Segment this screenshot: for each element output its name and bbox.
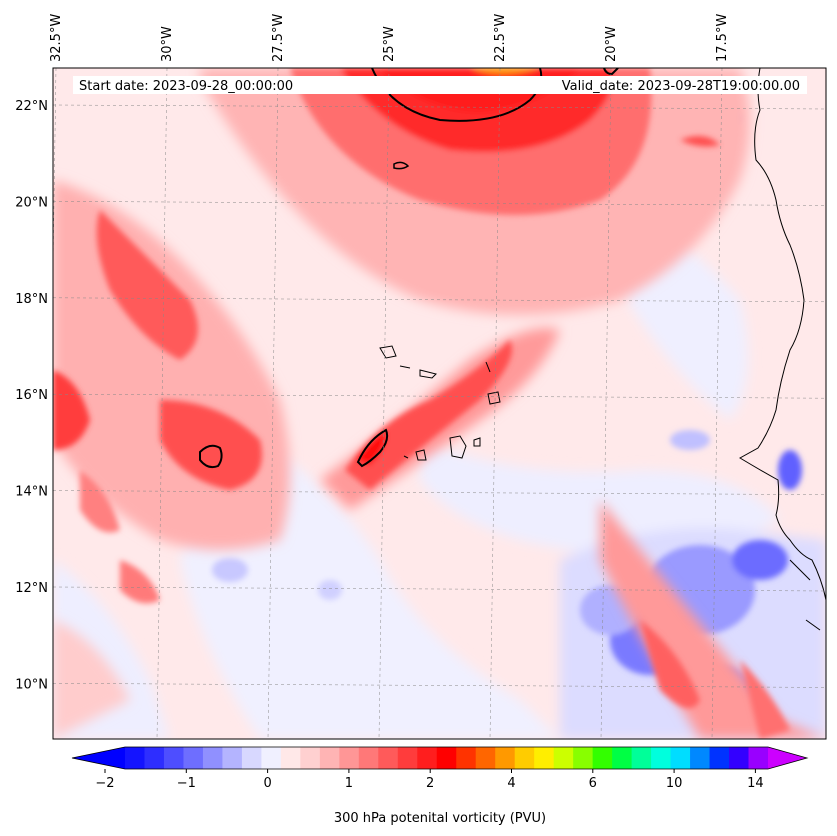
island-santiago [449,435,467,459]
colorbar-swatch [202,747,223,769]
colorbar-swatch [183,747,204,769]
colorbar-swatch [748,747,769,769]
colorbar-tick-label: 4 [507,776,515,791]
colorbar-swatch [729,747,750,769]
latitude-label: 14°N [15,485,48,500]
meridian-line [378,68,390,739]
latitude-label: 22°N [15,99,48,114]
colorbar-swatch [573,747,594,769]
island-maio [473,437,481,447]
latitude-label: 12°N [15,581,48,596]
colorbar-label: 300 hPa potenital vorticity (PVU) [334,811,546,826]
island-fogo [415,449,427,461]
map-frame [52,67,827,740]
island-sal [485,361,491,373]
colorbar-swatch [495,747,516,769]
meridian-line [600,68,612,739]
colorbar-swatch [378,747,399,769]
colorbar-swatch [144,747,165,769]
longitude-labels: 32.5°W 30°W 27.5°W 25°W 22.5°W 20°W 17.5°W [49,14,730,62]
parallel-line [53,104,826,110]
colorbar-swatch [163,747,184,769]
colorbar [71,746,809,770]
latitude-label: 18°N [15,292,48,307]
colorbar-swatch [690,747,711,769]
parallel-line [53,297,826,303]
colorbar-swatch [631,747,652,769]
colorbar-swatch [358,747,379,769]
valid-date-label: Valid_date: 2023-09-28T19:00:00.00 [562,79,800,94]
longitude-label: 25°W [382,26,397,62]
longitude-label: 27.5°W [271,14,286,62]
colorbar-tick-label: 6 [589,776,597,791]
parallel-line [53,201,826,206]
latitude-labels: 22°N 20°N 18°N 16°N 14°N 12°N 10°N [15,99,48,692]
longitude-label: 20°W [604,26,619,62]
parallel-line [53,393,826,399]
colorbar-swatch [475,747,496,769]
colorbar-swatch [222,747,243,769]
island-boa-vista [487,391,501,405]
colorbar-swatch [651,747,672,769]
longitude-label: 17.5°W [715,14,730,62]
colorbar-tick-label: 1 [345,776,353,791]
longitude-label: 32.5°W [49,14,64,62]
colorbar-outline [71,746,809,770]
parallel-line [53,586,826,592]
colorbar-swatch [592,747,613,769]
colorbar-swatch [709,747,730,769]
meridian-line [489,68,501,739]
meridian-line [267,68,279,739]
colorbar-swatch [612,747,633,769]
colorbar-swatch [319,747,340,769]
colorbar-tick-label: 10 [666,776,683,791]
header-box [73,76,807,94]
colorbar-low-extension [72,747,125,769]
colorbar-swatch [417,747,438,769]
parallel-line [53,683,826,688]
colorbar-tick-label: −2 [95,776,114,791]
colorbar-swatch [300,747,321,769]
island-sao-vicente [399,365,437,379]
meridian-line [156,68,168,739]
colorbar-swatch [280,747,301,769]
island-santo-antao [379,345,397,359]
meridian-line [711,68,723,739]
colorbar-high-extension [768,747,807,769]
graticule [53,68,826,739]
colorbar-tick-label: 0 [263,776,271,791]
colorbar-swatch [514,747,535,769]
colorbar-swatch [553,747,574,769]
colorbar-swatch [670,747,691,769]
pv-field [53,68,826,739]
colorbar-ticks: −2 −1 0 1 2 4 6 10 14 [95,769,764,791]
island-brava [403,455,409,459]
colorbar-tick-label: −1 [177,776,196,791]
colorbar-swatch [397,747,418,769]
longitude-label: 22.5°W [493,14,508,62]
latitude-label: 20°N [15,195,48,210]
colorbar-swatch [436,747,457,769]
guinea-coast [789,559,821,631]
colorbar-swatch [339,747,360,769]
africa-coast [739,68,826,601]
coastlines [379,68,826,631]
colorbar-swatch [456,747,477,769]
start-date-label: Start date: 2023-09-28_00:00:00 [79,79,293,94]
colorbar-swatch [261,747,282,769]
latitude-label: 10°N [15,677,48,692]
latitude-label: 16°N [15,388,48,403]
longitude-label: 30°W [160,26,175,62]
colorbar-swatch [125,747,145,769]
parallel-line [53,490,826,495]
colorbar-tick-label: 2 [426,776,434,791]
colorbar-swatch [534,747,555,769]
colorbar-tick-label: 14 [747,776,764,791]
colorbar-swatch [241,747,262,769]
